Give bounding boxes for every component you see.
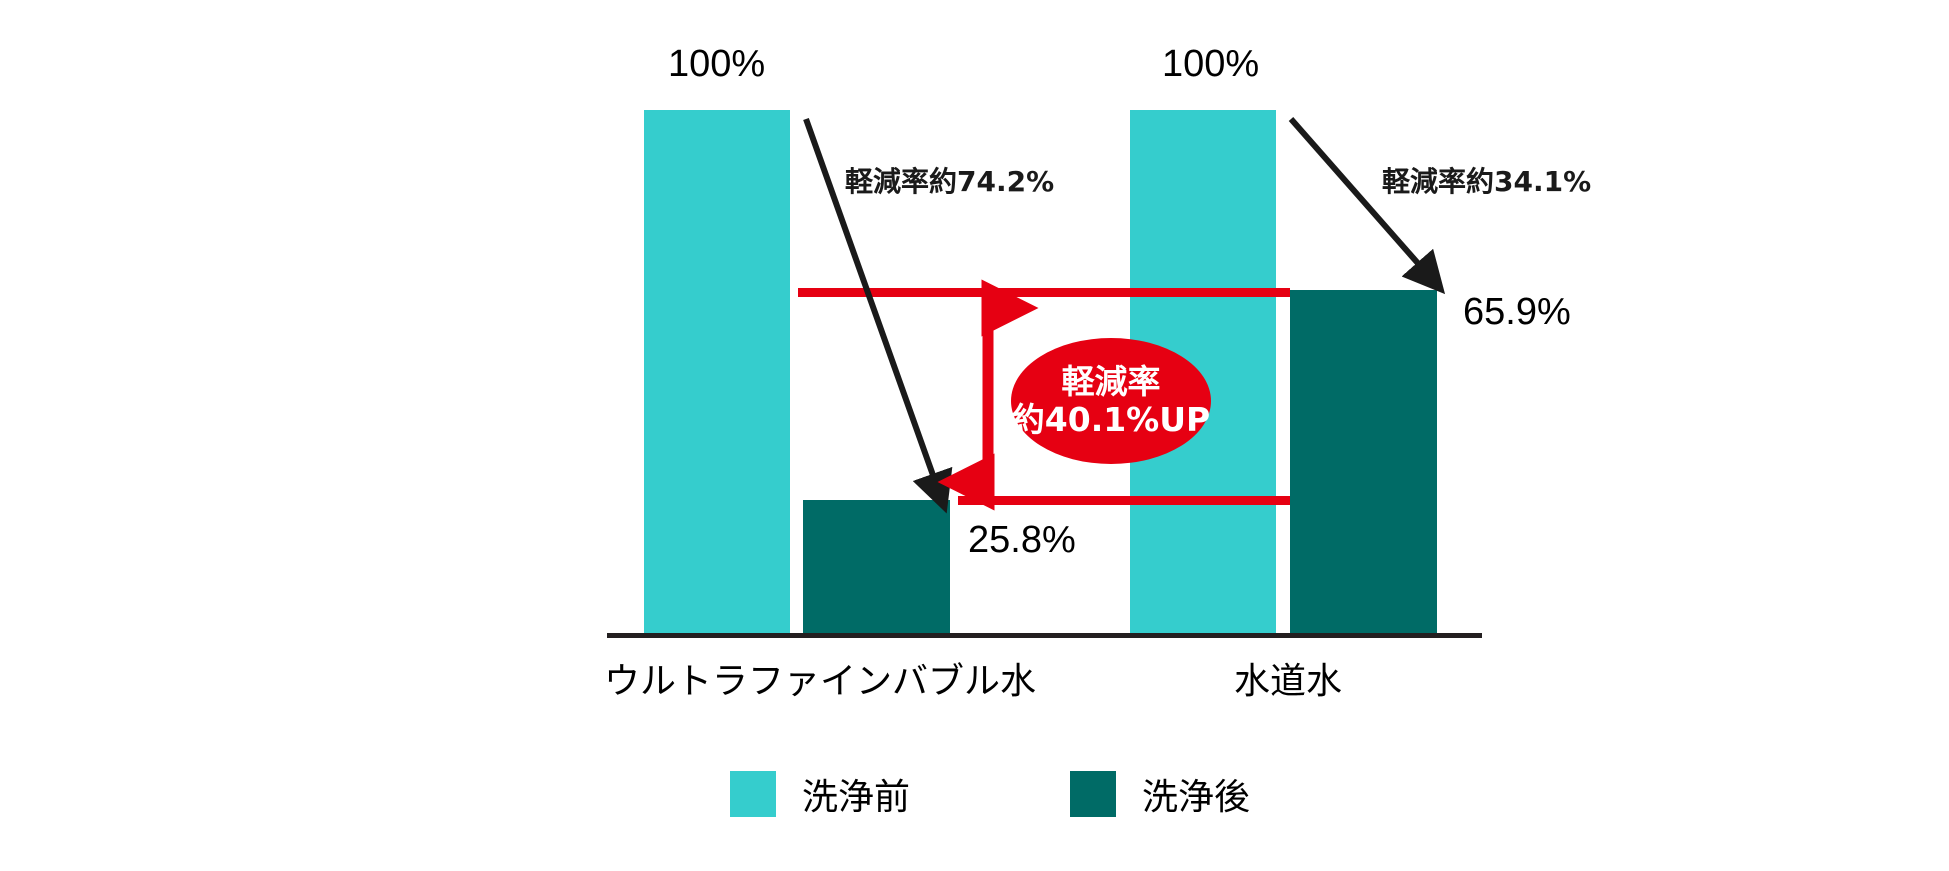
legend-label-after: 洗浄後: [1142, 777, 1251, 818]
value-label-tap-before: 100%: [1162, 43, 1260, 85]
bar-ufb-before: [644, 110, 790, 635]
legend-item-after: 洗浄後: [1070, 768, 1250, 820]
annotation-reduction-tap: 軽減率約34.1%: [1382, 165, 1592, 198]
callout-line-2: 約40.1%UP: [1011, 400, 1211, 439]
legend-swatch-after-icon: [1070, 771, 1117, 817]
category-label-tap: 水道水: [1233, 661, 1342, 702]
value-label-tap-after: 65.9%: [1463, 291, 1571, 333]
red-guide-line-upper: [798, 288, 1290, 297]
arrow-reduction-tap: [1288, 117, 1446, 295]
callout-difference: 軽減率 約40.1%UP: [1011, 338, 1211, 464]
value-label-ufb-before: 100%: [668, 43, 766, 85]
chart-legend: 洗浄前 洗浄後: [730, 768, 1250, 820]
legend-swatch-before-icon: [730, 771, 776, 817]
category-label-ufb: ウルトラファインバブル水: [604, 661, 1037, 702]
callout-line-1: 軽減率: [1061, 362, 1161, 402]
value-label-ufb-after: 25.8%: [968, 519, 1076, 561]
legend-item-before: 洗浄前: [730, 768, 910, 820]
axis-baseline: [607, 633, 1482, 638]
legend-label-before: 洗浄前: [802, 777, 911, 818]
red-guide-line-lower: [958, 496, 1290, 505]
bar-ufb-after: [803, 500, 950, 635]
annotation-reduction-ufb: 軽減率約74.2%: [845, 165, 1055, 198]
bar-tap-after: [1290, 290, 1437, 635]
